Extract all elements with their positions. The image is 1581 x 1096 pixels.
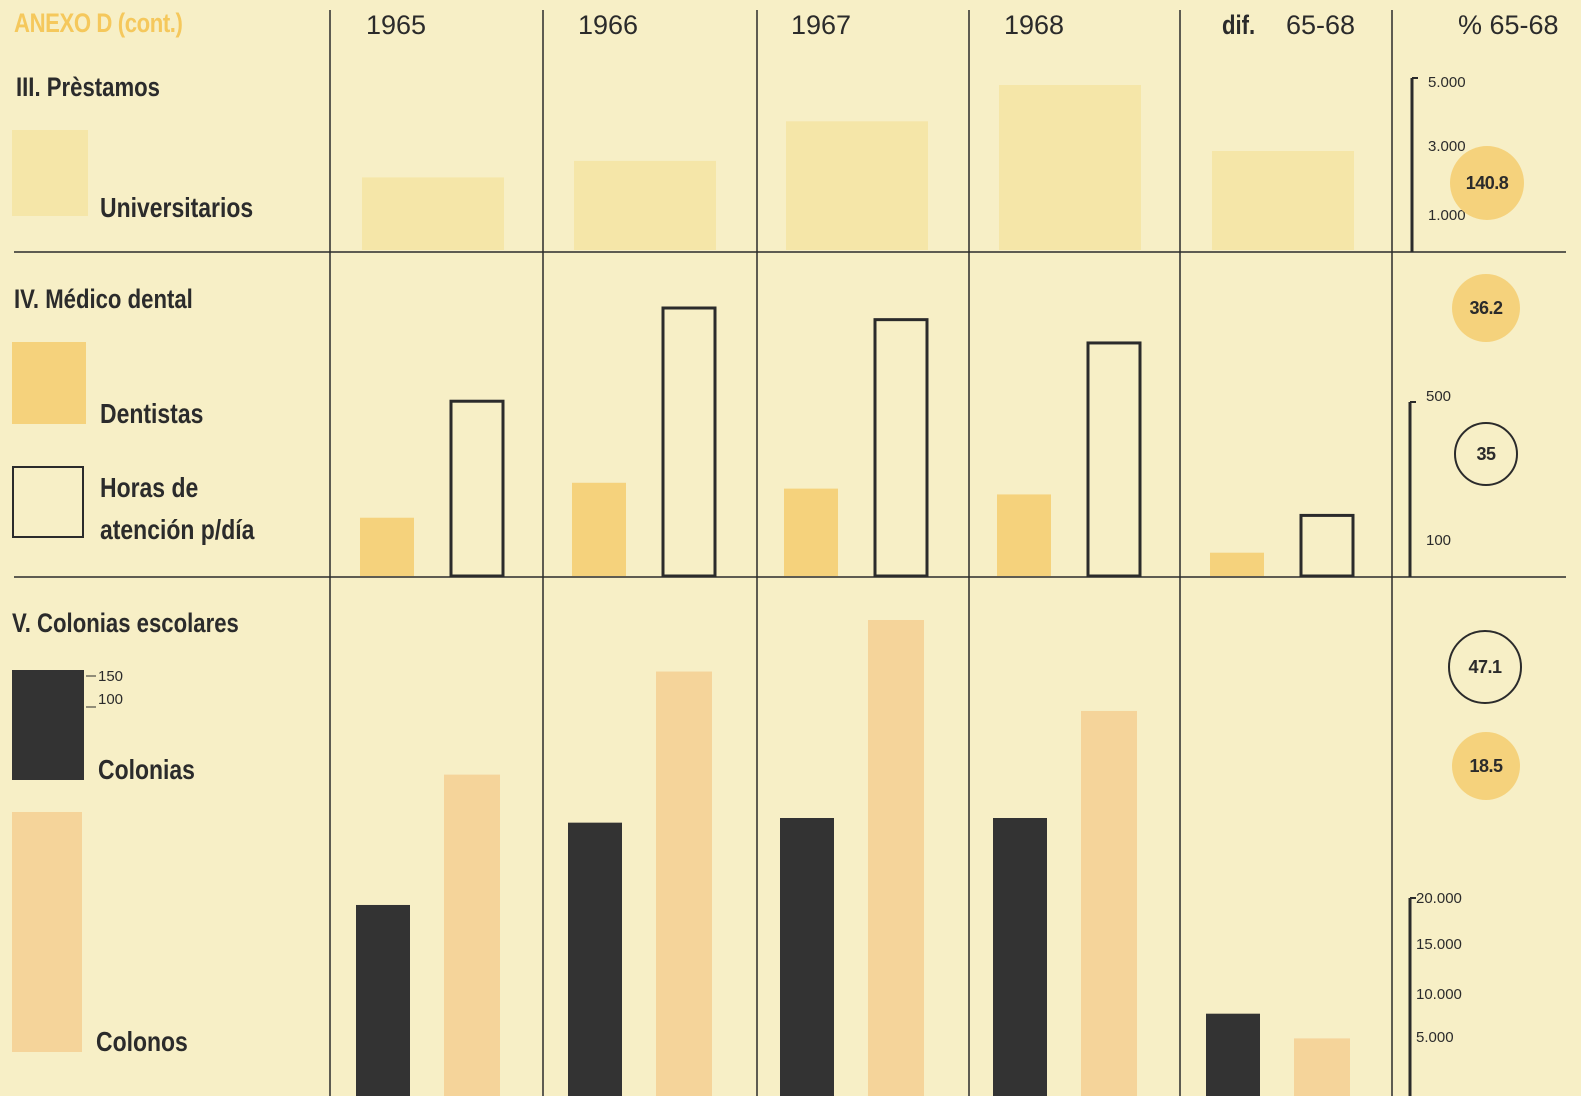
bar-colonias-1966 bbox=[568, 822, 622, 1096]
badge-dentistas-pct: 36.2 bbox=[1452, 274, 1520, 342]
bar-colonos-1966 bbox=[656, 671, 712, 1096]
bar-colonos-dif-65-68 bbox=[1294, 1038, 1350, 1096]
bar-dentistas-1967 bbox=[784, 488, 838, 576]
legend-tick-100: 100 bbox=[98, 691, 124, 708]
bar-dentistas-dif-65-68 bbox=[1210, 552, 1264, 576]
bar-prestamos-dif-65-68 bbox=[1212, 151, 1354, 250]
annex-title: ANEXO D (cont.) bbox=[14, 8, 183, 38]
legend-swatch-colonos bbox=[12, 812, 82, 1052]
pct-heading: % 65-68 bbox=[1458, 10, 1559, 40]
legend-swatch-colonias bbox=[12, 670, 84, 780]
scale-prestamos-1000: 1.000 bbox=[1428, 207, 1466, 224]
bar-colonias-1968 bbox=[993, 818, 1047, 1096]
legend-swatch-dentistas bbox=[12, 342, 86, 424]
legend-swatch-universitarios bbox=[12, 130, 88, 216]
legend-label-colonias: Colonias bbox=[98, 754, 195, 785]
bar-colonos-1965 bbox=[444, 774, 500, 1096]
bar-dentistas-1966 bbox=[572, 482, 626, 576]
legend-swatch-horas bbox=[12, 466, 84, 538]
year-1968-heading: 1968 bbox=[1004, 10, 1065, 40]
badge-colonias-pct: 47.1 bbox=[1448, 630, 1522, 704]
bar-dentistas-1965 bbox=[360, 517, 414, 576]
dif-range-heading: 65-68 bbox=[1286, 10, 1356, 40]
legend-label-colonos: Colonos bbox=[96, 1026, 188, 1057]
bar-colonos-1968 bbox=[1081, 710, 1137, 1096]
year-1966-heading: 1966 bbox=[578, 10, 639, 40]
year-1965-heading: 1965 bbox=[366, 10, 427, 40]
scale-prestamos-3000: 3.000 bbox=[1428, 138, 1466, 155]
badge-prestamos-pct: 140.8 bbox=[1450, 146, 1524, 220]
bar-horas-1966 bbox=[661, 306, 717, 578]
year-1967-heading: 1967 bbox=[791, 10, 852, 40]
bar-horas-1968 bbox=[1086, 341, 1142, 578]
section-medico-title: IV. Médico dental bbox=[14, 284, 193, 314]
bar-colonos-1967 bbox=[868, 620, 924, 1096]
section-prestamos-title: III. Prèstamos bbox=[16, 72, 160, 102]
dif-heading: dif. bbox=[1222, 10, 1256, 40]
section-colonias-title: V. Colonias escolares bbox=[12, 608, 239, 638]
bar-colonias-dif-65-68 bbox=[1206, 1013, 1260, 1096]
bar-horas-1967 bbox=[873, 318, 929, 578]
scale-colonias-20000: 20.000 bbox=[1416, 890, 1462, 907]
scale-colonias-15000: 15.000 bbox=[1416, 936, 1462, 953]
legend-label-horas-line1: Horas de bbox=[100, 472, 199, 503]
scale-colonias-5000: 5.000 bbox=[1416, 1029, 1454, 1046]
badge-horas-pct: 35 bbox=[1454, 422, 1518, 486]
bar-colonias-1965 bbox=[356, 904, 410, 1096]
badge-colonos-pct: 18.5 bbox=[1452, 732, 1520, 800]
bar-prestamos-1967 bbox=[786, 121, 928, 250]
bar-prestamos-1966 bbox=[574, 160, 716, 250]
scale-colonias-10000: 10.000 bbox=[1416, 986, 1462, 1003]
bar-horas-dif-65-68 bbox=[1299, 513, 1355, 578]
bar-prestamos-1965 bbox=[362, 177, 504, 250]
scale-medico-100: 100 bbox=[1426, 532, 1452, 549]
bar-dentistas-1968 bbox=[997, 494, 1051, 576]
bar-horas-1965 bbox=[449, 399, 505, 578]
scale-prestamos-5000: 5.000 bbox=[1428, 74, 1466, 91]
bar-prestamos-1968 bbox=[999, 85, 1141, 250]
scale-medico-500: 500 bbox=[1426, 388, 1452, 405]
bar-colonias-1967 bbox=[780, 818, 834, 1096]
legend-tick-150: 150 bbox=[98, 668, 124, 685]
legend-label-horas-line2: atención p/día bbox=[100, 514, 255, 545]
legend-label-universitarios: Universitarios bbox=[100, 192, 254, 223]
legend-label-dentistas: Dentistas bbox=[100, 398, 204, 429]
